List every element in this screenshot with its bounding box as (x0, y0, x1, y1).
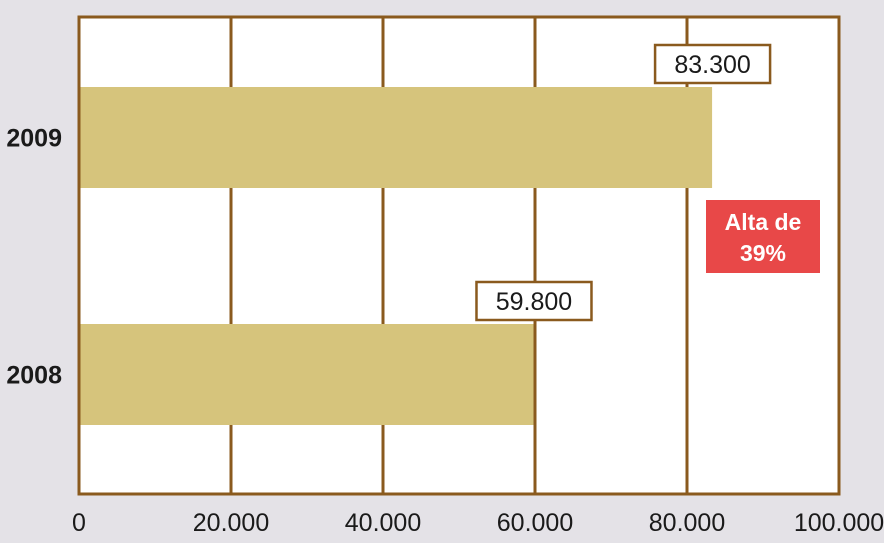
x-tick-label-5: 100.000 (794, 509, 884, 537)
category-label-2009: 2009 (6, 125, 62, 153)
x-tick-label-2: 40.000 (345, 509, 421, 537)
plot-border (77, 15, 841, 496)
bar-2008 (79, 324, 534, 425)
bars (79, 87, 713, 425)
plot-frame (77, 15, 841, 496)
data-label-2009: 83.300 (674, 51, 750, 79)
data-label-box-2008 (475, 280, 593, 322)
category-label-2008: 2008 (6, 362, 62, 390)
annotation-text-line-2: 39% (740, 240, 786, 266)
growth-annotation: Alta de 39% (706, 200, 820, 273)
data-label-box-2009 (653, 43, 772, 85)
category-labels: 2009 2008 (6, 125, 62, 390)
x-tick-label-1: 20.000 (193, 509, 269, 537)
bar-2009 (79, 87, 713, 188)
data-labels: 83.300 59.800 (475, 43, 772, 322)
data-label-2008: 59.800 (496, 288, 572, 316)
x-tick-labels: 0 20.000 40.000 60.000 80.000 100.000 (72, 509, 884, 537)
annotation-text-line-1: Alta de (725, 209, 802, 235)
annotation-box (706, 200, 820, 273)
x-tick-label-3: 60.000 (497, 509, 573, 537)
x-tick-label-0: 0 (72, 509, 86, 537)
x-tick-label-4: 80.000 (649, 509, 725, 537)
